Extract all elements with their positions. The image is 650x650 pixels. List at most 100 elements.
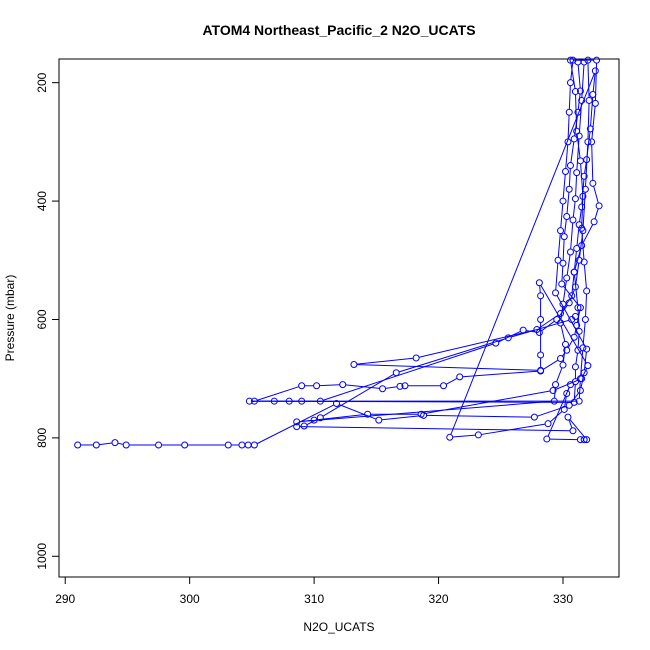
- data-point: [579, 192, 587, 200]
- data-point: [580, 58, 588, 66]
- data-point: [270, 397, 278, 405]
- data-point: [519, 326, 527, 334]
- data-point: [298, 382, 306, 390]
- series-line-segment: [585, 294, 588, 317]
- series-line-segment: [565, 144, 569, 169]
- data-point: [583, 345, 591, 353]
- series-lines: [80, 59, 599, 446]
- data-point: [584, 138, 592, 146]
- series-line-segment: [547, 387, 570, 437]
- data-point: [569, 216, 577, 224]
- data-point: [537, 351, 545, 359]
- data-point: [575, 397, 583, 405]
- data-point: [379, 385, 387, 393]
- chart-title: ATOM4 Northeast_Pacific_2 N2O_UCATS: [202, 22, 475, 38]
- series-line-segment: [356, 364, 538, 371]
- series-line-segment: [568, 85, 571, 110]
- series-line-segment: [587, 103, 590, 139]
- series-line-segment: [564, 396, 567, 407]
- series-line-segment: [567, 115, 570, 139]
- series-line-segment: [574, 115, 579, 137]
- series-line-segment: [418, 329, 535, 358]
- series-line-segment: [556, 367, 563, 382]
- series-line-segment: [450, 73, 595, 435]
- series-line-segment: [566, 192, 570, 214]
- data-point: [316, 414, 324, 422]
- data-point: [122, 441, 130, 449]
- data-point: [576, 387, 584, 395]
- data-point: [573, 244, 581, 252]
- series-line-segment: [317, 414, 365, 421]
- data-point: [580, 258, 588, 266]
- series-line-segment: [581, 231, 585, 260]
- data-point: [339, 381, 347, 389]
- series-line-segment: [306, 418, 318, 426]
- series-line-segment: [299, 426, 570, 432]
- data-point: [250, 441, 258, 449]
- data-point: [566, 79, 574, 87]
- series-line-segment: [568, 419, 573, 429]
- data-point: [566, 381, 574, 389]
- data-point: [571, 88, 579, 96]
- series-line-segment: [562, 174, 566, 199]
- data-point: [565, 108, 573, 116]
- data-point: [298, 397, 306, 405]
- data-point: [563, 274, 571, 282]
- data-point: [285, 397, 293, 405]
- series-line-segment: [570, 222, 574, 250]
- series-line-segment: [583, 265, 587, 289]
- series-line-segment: [581, 64, 585, 98]
- data-point: [245, 397, 253, 405]
- data-point: [533, 326, 541, 334]
- data-point: [573, 169, 581, 177]
- data-point: [310, 416, 318, 424]
- y-tick-label: 200: [35, 72, 49, 92]
- series-points: [74, 56, 603, 449]
- data-point: [313, 382, 321, 390]
- data-point: [564, 413, 572, 421]
- data-point: [570, 268, 578, 276]
- series-line-segment: [584, 162, 587, 174]
- data-point: [571, 313, 579, 321]
- data-point: [293, 418, 301, 426]
- series-line-segment: [587, 63, 590, 98]
- data-point: [583, 156, 591, 164]
- series-line-segment: [576, 138, 580, 170]
- data-point: [554, 256, 562, 264]
- series-line-segment: [560, 306, 564, 321]
- data-point: [566, 248, 574, 256]
- data-point: [300, 422, 308, 430]
- data-point: [392, 369, 400, 377]
- series-line-segment: [445, 377, 458, 385]
- data-point: [549, 387, 557, 395]
- series-line-segment: [571, 275, 575, 293]
- data-point: [583, 287, 591, 295]
- data-point: [401, 382, 409, 390]
- data-point: [579, 344, 587, 352]
- data-point: [504, 334, 512, 342]
- series-line-segment: [578, 381, 581, 399]
- data-point: [591, 99, 599, 107]
- data-point: [575, 132, 583, 140]
- series-line-segment: [592, 73, 596, 92]
- data-point: [537, 292, 545, 300]
- series-line-segment: [555, 263, 559, 290]
- data-point: [574, 304, 582, 312]
- series-line-segment: [385, 386, 398, 389]
- data-point: [570, 398, 578, 406]
- data-point: [580, 369, 588, 377]
- data-point: [111, 439, 119, 447]
- series-line-segment: [542, 359, 559, 370]
- data-point: [565, 185, 573, 193]
- data-point: [474, 431, 482, 439]
- series-line-segment: [570, 63, 576, 89]
- data-point: [446, 433, 454, 441]
- data-point: [566, 56, 574, 64]
- data-point: [580, 436, 588, 444]
- data-point: [333, 400, 341, 408]
- series-line-segment: [567, 339, 574, 348]
- series-line-segment: [566, 254, 571, 276]
- x-axis-label: N2O_UCATS: [303, 620, 374, 634]
- series-line-segment: [563, 286, 579, 306]
- data-point: [578, 375, 586, 383]
